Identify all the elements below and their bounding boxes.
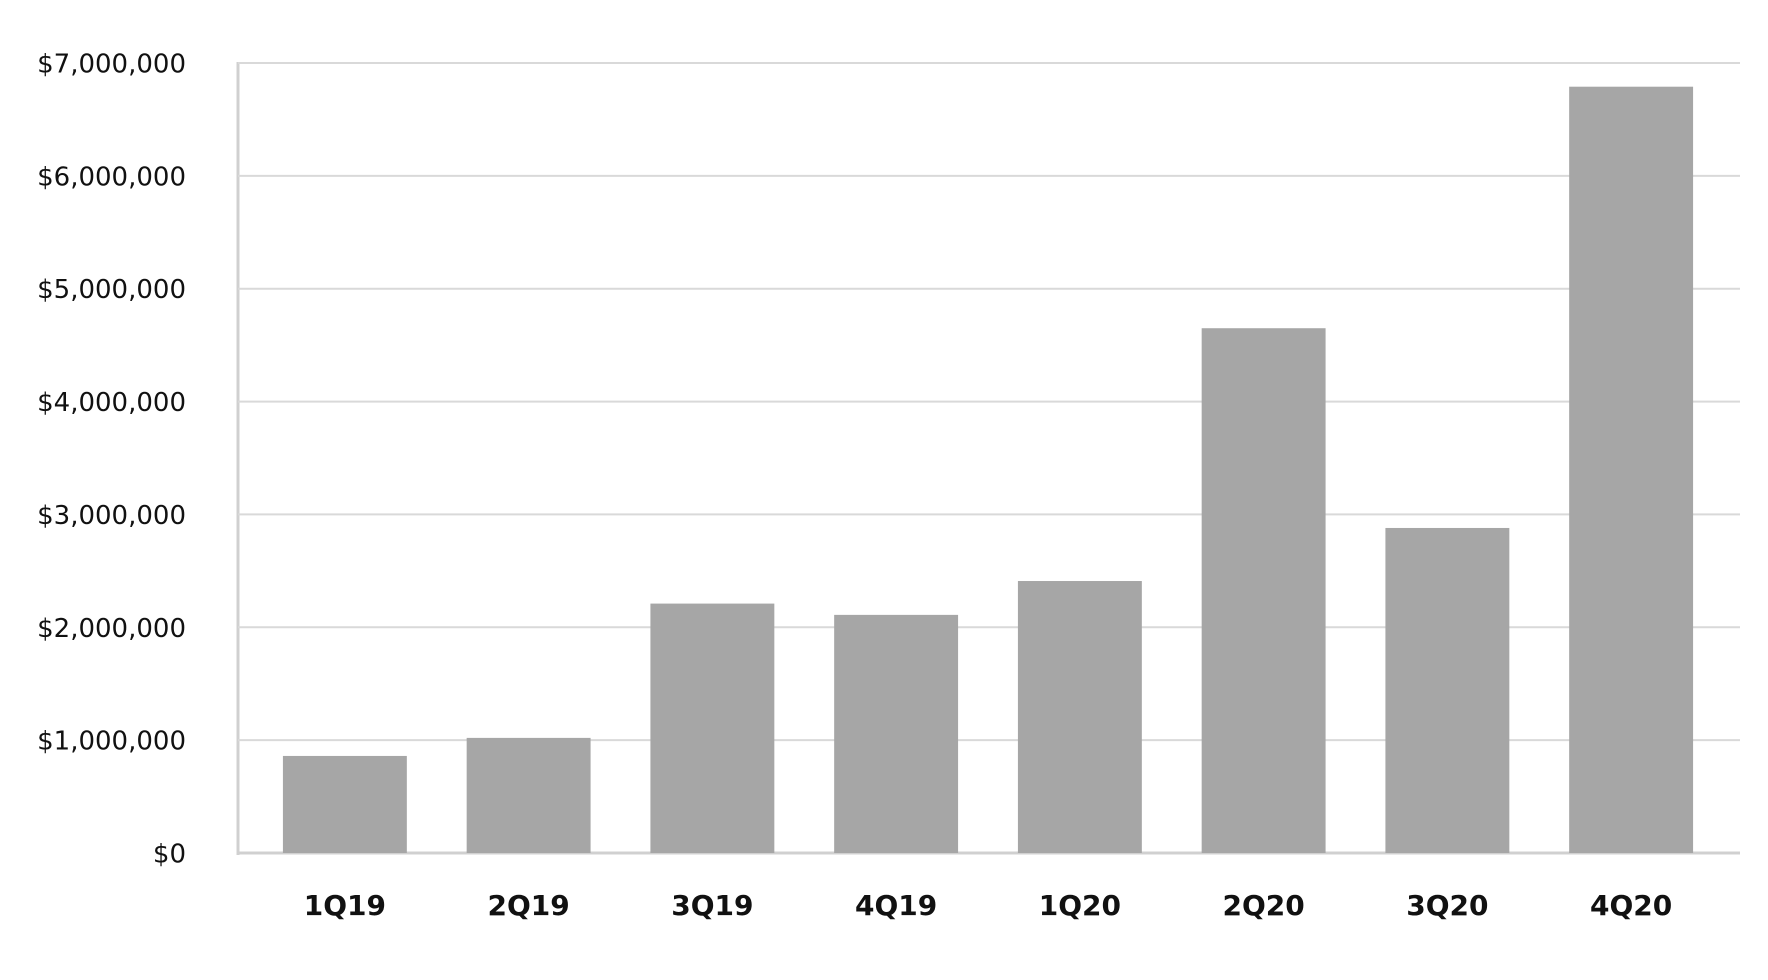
y-tick-label: $3,000,000: [37, 501, 186, 531]
y-tick-label: $4,000,000: [37, 388, 186, 418]
x-tick-label: 1Q20: [1039, 889, 1121, 922]
bar: [650, 603, 775, 853]
y-tick-label: $6,000,000: [37, 162, 186, 192]
x-tick-label: 4Q19: [855, 889, 937, 922]
x-tick-label: 3Q20: [1406, 889, 1488, 922]
y-tick-label: $2,000,000: [37, 614, 186, 644]
y-tick-label: $0: [153, 840, 186, 870]
x-tick-label: 2Q20: [1223, 889, 1305, 922]
x-tick-label: 4Q20: [1590, 889, 1672, 922]
bar: [1385, 527, 1510, 853]
y-tick-label: $1,000,000: [37, 727, 186, 757]
bar: [282, 755, 407, 853]
bar: [834, 614, 959, 853]
x-tick-label: 1Q19: [304, 889, 386, 922]
x-tick-label: 3Q19: [671, 889, 753, 922]
y-tick-label: $7,000,000: [37, 50, 186, 80]
bar: [1201, 328, 1326, 853]
bar: [466, 737, 591, 853]
x-tick-label: 2Q19: [488, 889, 570, 922]
y-tick-label: $5,000,000: [37, 275, 186, 305]
bar: [1569, 86, 1694, 853]
bar: [1017, 581, 1142, 853]
